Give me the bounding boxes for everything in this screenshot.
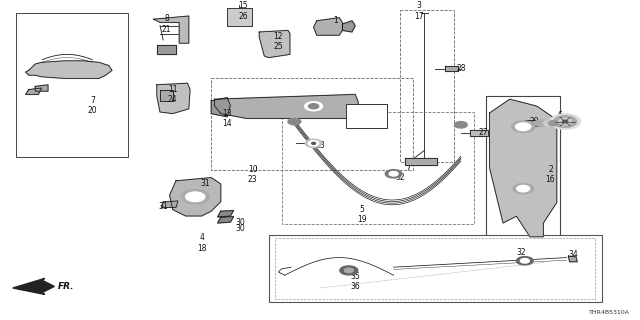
Circle shape [550, 114, 580, 129]
Text: 12
25: 12 25 [273, 32, 284, 51]
Text: 30: 30 [235, 218, 245, 227]
Text: 28: 28 [456, 64, 465, 73]
Text: 1: 1 [333, 16, 339, 25]
Polygon shape [214, 94, 358, 118]
Circle shape [520, 259, 529, 263]
Text: 33: 33 [315, 141, 325, 150]
Polygon shape [259, 30, 290, 58]
Circle shape [516, 123, 531, 131]
Bar [227, 8, 252, 26]
Polygon shape [26, 61, 112, 78]
Polygon shape [161, 201, 178, 207]
Polygon shape [157, 45, 176, 54]
Text: 11
24: 11 24 [168, 85, 178, 104]
Polygon shape [470, 130, 488, 136]
Polygon shape [314, 18, 342, 35]
Text: 30: 30 [235, 224, 245, 233]
Circle shape [513, 184, 534, 194]
Polygon shape [157, 83, 190, 114]
Text: 31: 31 [200, 180, 210, 188]
Circle shape [454, 122, 467, 128]
Polygon shape [525, 120, 541, 126]
Circle shape [305, 102, 323, 111]
Circle shape [548, 121, 559, 126]
Bar [486, 96, 560, 240]
Circle shape [563, 120, 568, 123]
Text: 7
20: 7 20 [88, 96, 98, 115]
Circle shape [186, 192, 205, 202]
Circle shape [308, 141, 319, 146]
Circle shape [389, 172, 398, 176]
Polygon shape [218, 211, 234, 217]
Circle shape [516, 257, 533, 265]
Text: 10
23: 10 23 [248, 165, 258, 184]
Polygon shape [26, 88, 42, 94]
Polygon shape [35, 85, 48, 91]
Polygon shape [170, 178, 221, 216]
Text: 13
14: 13 14 [222, 109, 232, 128]
Text: 9
22: 9 22 [357, 110, 366, 130]
Polygon shape [218, 217, 234, 223]
Circle shape [344, 268, 353, 273]
Polygon shape [211, 98, 230, 117]
Circle shape [305, 139, 322, 148]
Text: 3
17: 3 17 [414, 2, 424, 21]
Bar [269, 235, 602, 302]
Text: 15
26: 15 26 [238, 2, 248, 21]
Circle shape [340, 266, 358, 275]
Circle shape [181, 190, 209, 204]
Polygon shape [160, 90, 173, 101]
Circle shape [517, 186, 530, 192]
Polygon shape [490, 99, 557, 237]
Text: 8
21: 8 21 [162, 14, 171, 34]
Polygon shape [405, 158, 437, 165]
Text: 4
18: 4 18 [197, 234, 206, 253]
Text: 34: 34 [568, 250, 578, 259]
Text: 31: 31 [158, 202, 168, 211]
Bar [282, 112, 474, 224]
Text: 32: 32 [395, 173, 405, 182]
Circle shape [559, 118, 572, 125]
Polygon shape [13, 278, 54, 294]
Circle shape [534, 120, 547, 126]
Circle shape [512, 121, 535, 132]
Polygon shape [352, 109, 368, 122]
Text: 2
16: 2 16 [545, 165, 556, 184]
Circle shape [554, 116, 577, 127]
Bar [275, 238, 595, 299]
Text: 6: 6 [557, 111, 563, 120]
Polygon shape [154, 16, 189, 43]
Circle shape [308, 104, 319, 109]
Circle shape [385, 170, 402, 178]
Text: 35
36: 35 36 [350, 272, 360, 291]
Text: THR4B5310A: THR4B5310A [589, 310, 630, 315]
Circle shape [302, 100, 325, 112]
Text: 32: 32 [516, 248, 527, 257]
Polygon shape [445, 66, 458, 71]
Text: 27: 27 [478, 128, 488, 137]
Text: FR.: FR. [58, 282, 74, 291]
Circle shape [312, 142, 316, 144]
Bar [211, 78, 413, 170]
Text: 29: 29 [529, 117, 540, 126]
Polygon shape [568, 256, 577, 262]
Bar [400, 10, 454, 162]
Polygon shape [342, 21, 355, 32]
Bar [346, 104, 387, 128]
Bar [16, 13, 128, 157]
Circle shape [288, 118, 301, 125]
Text: 5
19: 5 19 [356, 205, 367, 224]
Circle shape [543, 120, 555, 126]
